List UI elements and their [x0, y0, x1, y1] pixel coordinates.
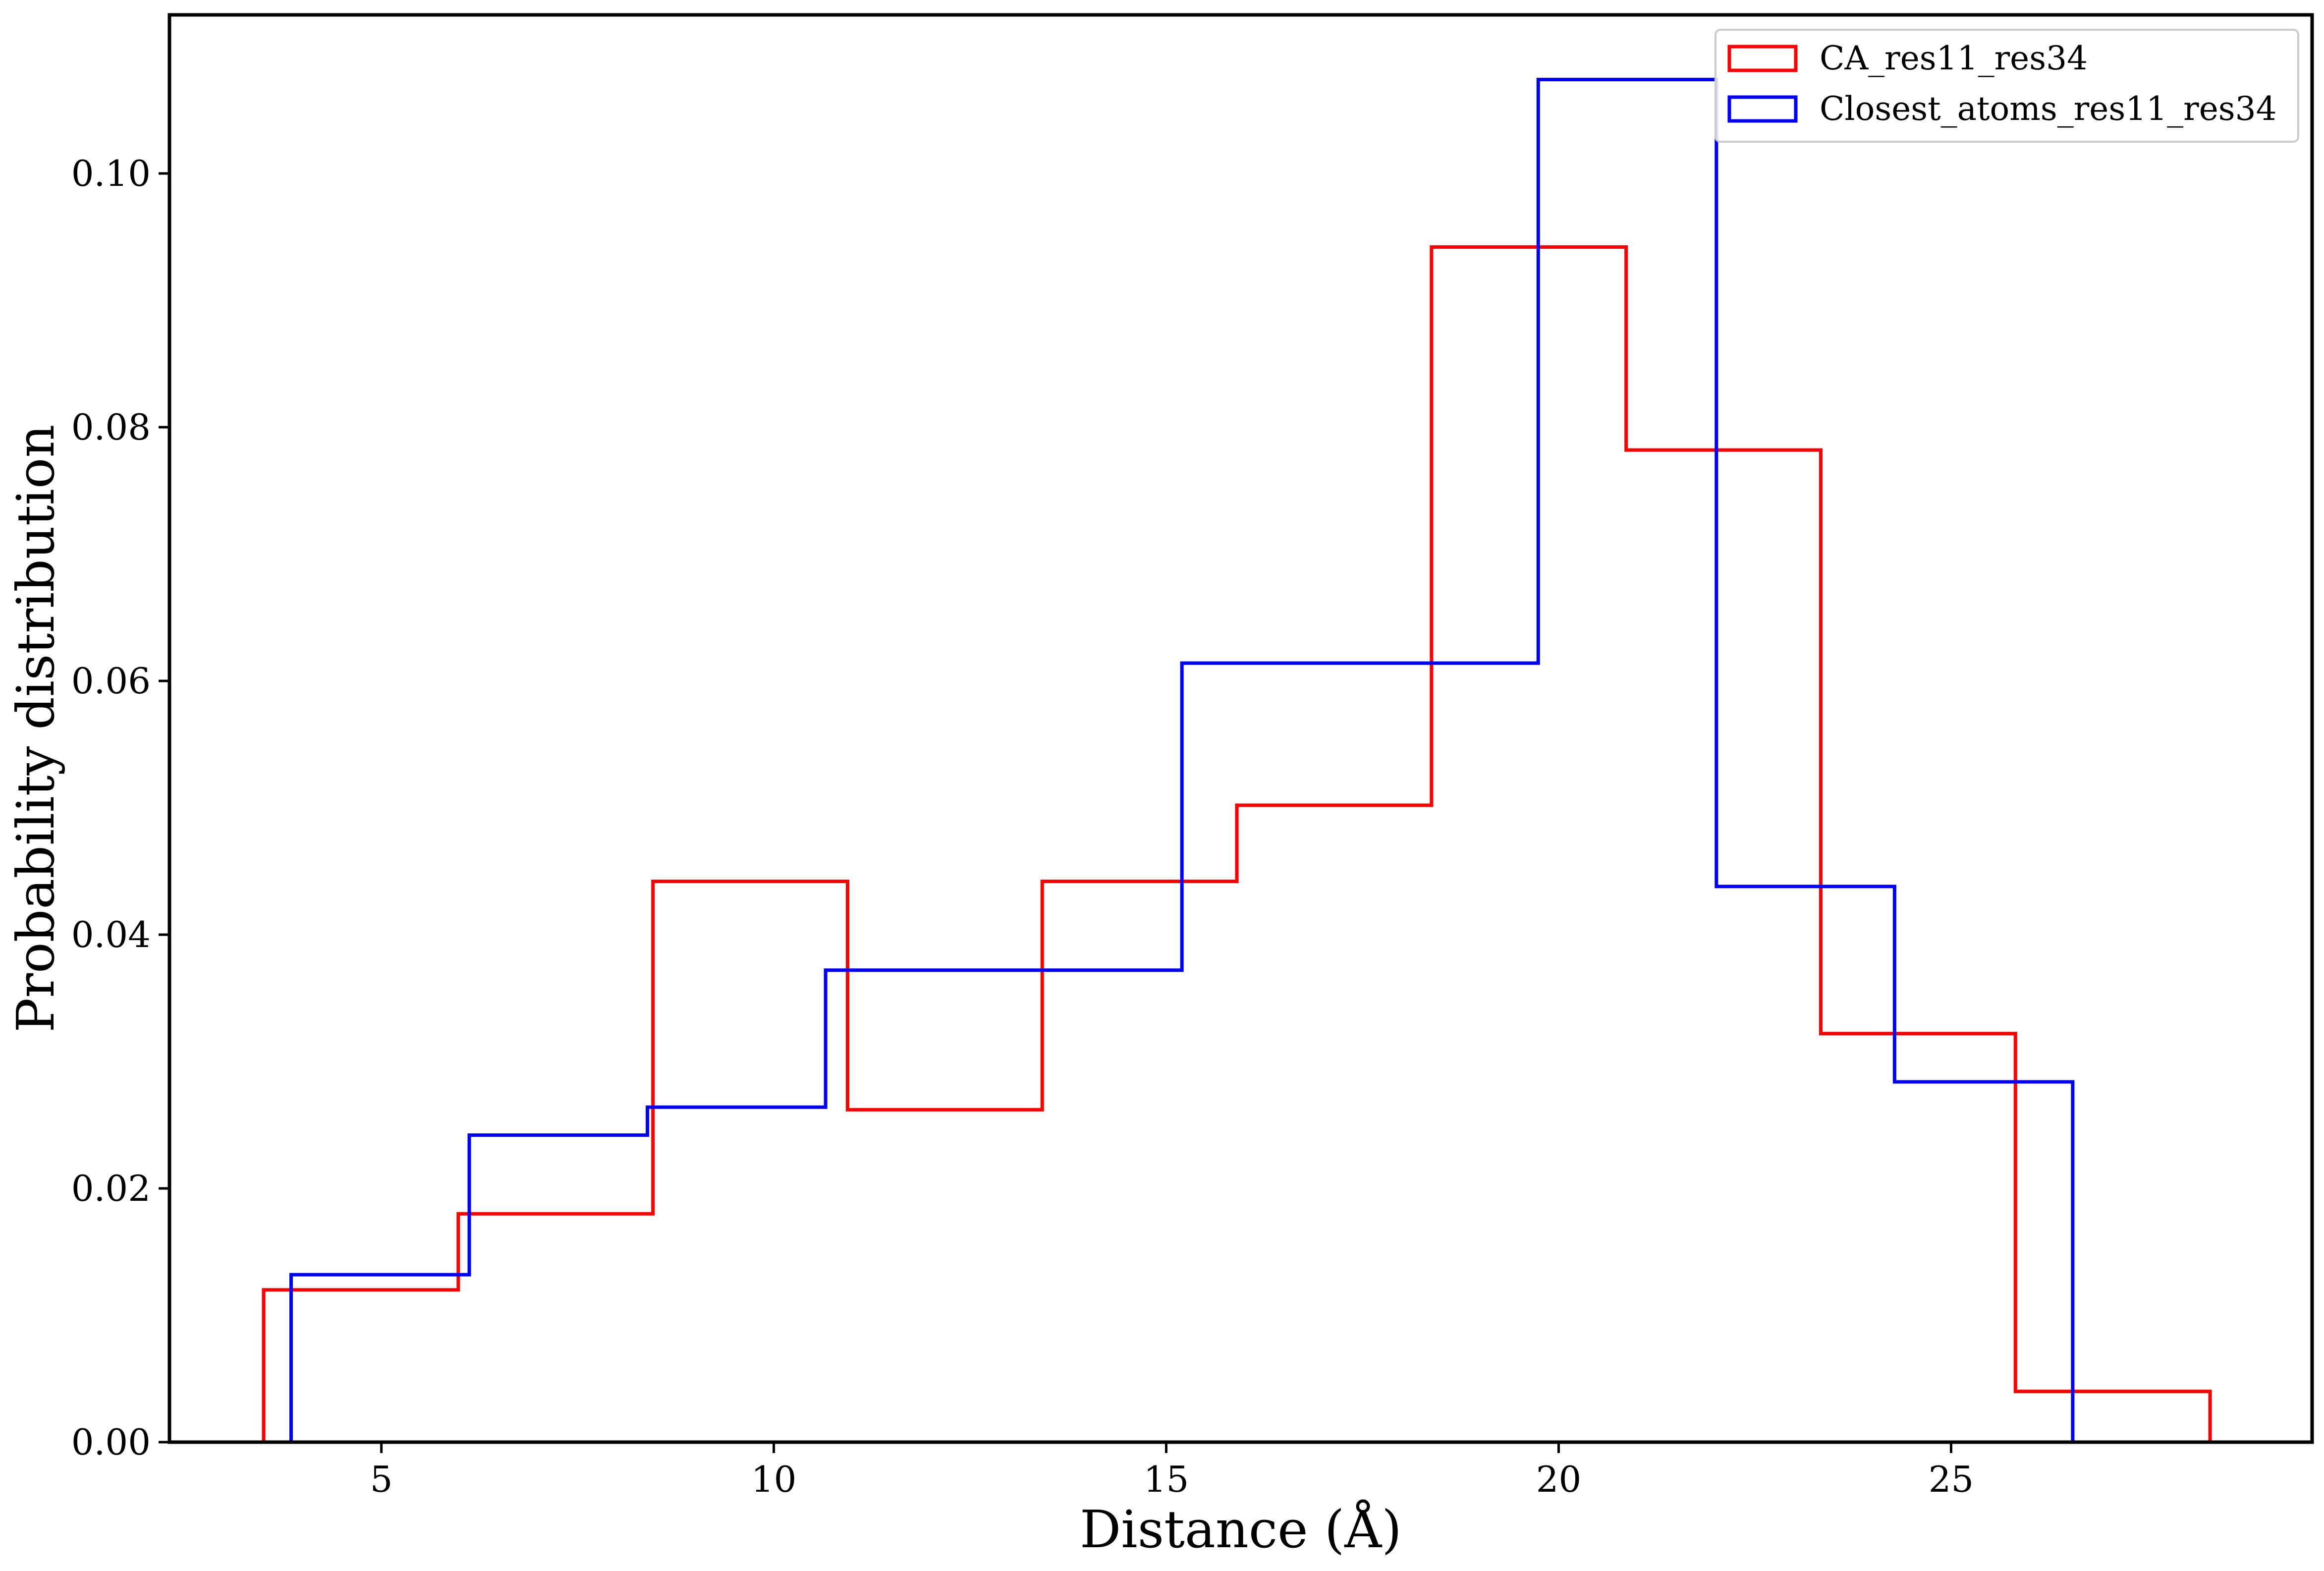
x-tick-label: 5: [370, 1459, 393, 1500]
y-axis-title: Probability distribution: [5, 424, 66, 1032]
y-tick-label: 0.10: [71, 153, 151, 194]
x-tick-label: 20: [1536, 1459, 1582, 1500]
y-tick-label: 0.04: [71, 914, 151, 955]
x-tick-label: 25: [1929, 1459, 1974, 1500]
y-tick-label: 0.00: [71, 1421, 151, 1463]
legend-swatch-0: [1727, 45, 1798, 72]
y-tick-label: 0.06: [71, 660, 151, 702]
x-axis-title: Distance (Å): [1080, 1499, 1402, 1560]
plot-frame: [167, 13, 2314, 1444]
legend-label-1: Closest_atoms_res11_res34: [1820, 90, 2277, 128]
axes: 5 10 15 20 25 0.00 0.02 0.04 0.06 0.08 0.10: [71, 13, 2314, 1500]
legend-swatch-1: [1727, 95, 1798, 123]
x-tick-label: 10: [751, 1459, 797, 1500]
y-tick-label: 0.08: [71, 406, 151, 448]
series-1-step-line: [289, 78, 2075, 1442]
legend-label-0: CA_res11_res34: [1820, 39, 2088, 77]
y-tick-label: 0.02: [71, 1168, 151, 1209]
legend: CA_res11_res34 Closest_atoms_res11_res34: [1715, 29, 2299, 143]
series-0-step-line: [262, 245, 2212, 1442]
plot-area: [262, 78, 2212, 1442]
x-tick-label: 15: [1144, 1459, 1189, 1500]
legend-box: [1715, 29, 2299, 143]
